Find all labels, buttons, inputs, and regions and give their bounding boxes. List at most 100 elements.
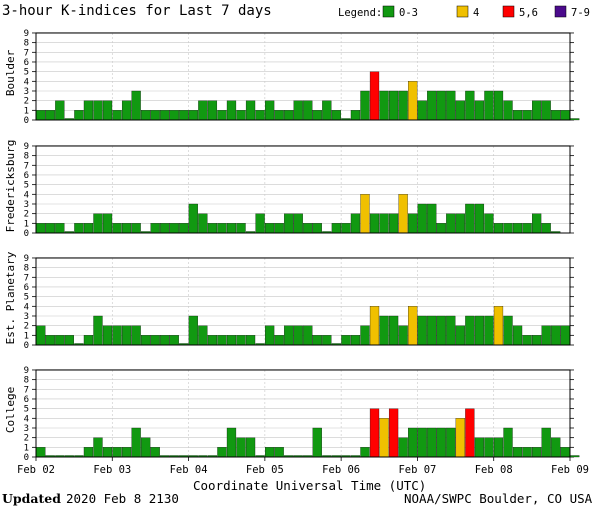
- k-index-bar: [217, 110, 227, 121]
- k-index-bar: [102, 325, 113, 346]
- k-index-bar: [369, 213, 380, 234]
- k-index-bar: [245, 437, 256, 458]
- k-index-bar: [93, 213, 103, 234]
- legend-label: 5,6: [519, 7, 538, 19]
- updated-label: Updated: [2, 491, 61, 506]
- k-index-bar: [169, 110, 179, 121]
- k-index-bar: [112, 110, 122, 121]
- k-index-bar: [102, 213, 113, 234]
- y-tick-label: 3: [24, 424, 29, 434]
- k-index-bar: [217, 447, 227, 458]
- x-tick-label: Feb 02: [17, 464, 55, 476]
- k-index-bar: [388, 213, 399, 234]
- y-tick-label: 0: [24, 453, 29, 463]
- y-tick-label: 7: [24, 48, 29, 58]
- k-index-bar: [388, 90, 399, 121]
- k-index-bar: [131, 325, 141, 346]
- k-index-bar: [265, 223, 275, 234]
- k-index-bar: [503, 100, 513, 121]
- k-index-bar: [379, 418, 389, 458]
- k-index-bar: [369, 408, 380, 458]
- legend-swatch: [502, 5, 515, 18]
- panel-label: Est. Planetary: [4, 251, 17, 344]
- k-index-bar: [188, 110, 198, 121]
- y-tick-label: 0: [24, 229, 29, 239]
- y-tick-label: 0: [24, 341, 29, 351]
- k-index-bar: [331, 110, 341, 121]
- k-index-bar: [446, 427, 456, 458]
- k-index-bar: [484, 437, 494, 458]
- k-index-bar: [493, 306, 504, 346]
- legend-item: 5,6: [502, 5, 538, 19]
- k-index-bar: [455, 325, 465, 346]
- k-index-bar: [512, 447, 523, 458]
- k-index-bar: [141, 335, 151, 346]
- x-tick-label: Feb 03: [93, 464, 131, 476]
- k-index-bar: [388, 408, 399, 458]
- k-index-bar: [45, 110, 55, 121]
- k-index-bar: [541, 325, 551, 346]
- k-index-bar: [570, 455, 580, 458]
- y-tick-label: 2: [24, 97, 29, 107]
- k-index-bar: [36, 223, 46, 234]
- k-index-bar: [408, 306, 418, 346]
- k-index-bar: [303, 100, 313, 121]
- k-index-bar: [350, 213, 361, 234]
- legend-label: 0-3: [399, 7, 418, 19]
- k-index-bar: [560, 447, 570, 458]
- k-index-bar: [150, 335, 160, 346]
- k-index-bar: [83, 335, 94, 346]
- k-index-bar: [293, 325, 303, 346]
- legend-swatch: [456, 5, 469, 18]
- k-index-bar: [236, 110, 246, 121]
- y-tick-label: 2: [24, 434, 29, 444]
- k-index-bar: [512, 110, 523, 121]
- y-tick-label: 9: [24, 254, 29, 264]
- k-index-bar: [293, 100, 303, 121]
- panel-frame-edge: [35, 32, 571, 121]
- panel-frame-edge: [35, 369, 571, 458]
- k-index-bar: [398, 437, 408, 458]
- y-tick-label: 1: [24, 106, 29, 116]
- k-index-bar: [398, 325, 408, 346]
- y-tick-label: 6: [24, 171, 29, 181]
- k-index-bar: [45, 335, 55, 346]
- k-index-bar: [484, 90, 494, 121]
- y-tick-label: 4: [24, 414, 29, 424]
- k-index-bar: [93, 100, 103, 121]
- k-index-bar: [312, 223, 322, 234]
- legend-swatch: [554, 5, 567, 18]
- k-index-bar: [303, 325, 313, 346]
- k-index-bar: [341, 335, 351, 346]
- k-index-bar: [379, 213, 389, 234]
- k-index-bar: [474, 315, 485, 346]
- k-index-bar: [236, 223, 246, 234]
- k-index-bar: [55, 223, 65, 234]
- k-index-bar: [427, 315, 437, 346]
- y-tick-label: 4: [24, 190, 29, 200]
- legend-swatch: [382, 5, 395, 18]
- k-index-bar: [312, 427, 322, 458]
- k-index-bar: [74, 110, 84, 121]
- k-index-bar: [446, 315, 456, 346]
- k-index-bar: [284, 110, 294, 121]
- y-tick-label: 1: [24, 331, 29, 341]
- y-tick-label: 4: [24, 302, 29, 312]
- k-index-bar: [74, 223, 84, 234]
- k-index-bar: [532, 447, 542, 458]
- k-index-bar: [455, 213, 465, 234]
- y-tick-label: 8: [24, 39, 29, 49]
- x-tick-label: Feb 06: [322, 464, 360, 476]
- k-index-bar: [179, 110, 189, 121]
- k-index-bar: [446, 90, 456, 121]
- k-index-bar: [388, 315, 399, 346]
- k-index-bar: [436, 223, 446, 234]
- y-tick-label: 2: [24, 322, 29, 332]
- y-tick-label: 5: [24, 405, 29, 415]
- x-tick-label: Feb 04: [170, 464, 208, 476]
- k-index-bar: [532, 213, 542, 234]
- k-index-bar: [45, 223, 55, 234]
- k-index-bar: [236, 335, 246, 346]
